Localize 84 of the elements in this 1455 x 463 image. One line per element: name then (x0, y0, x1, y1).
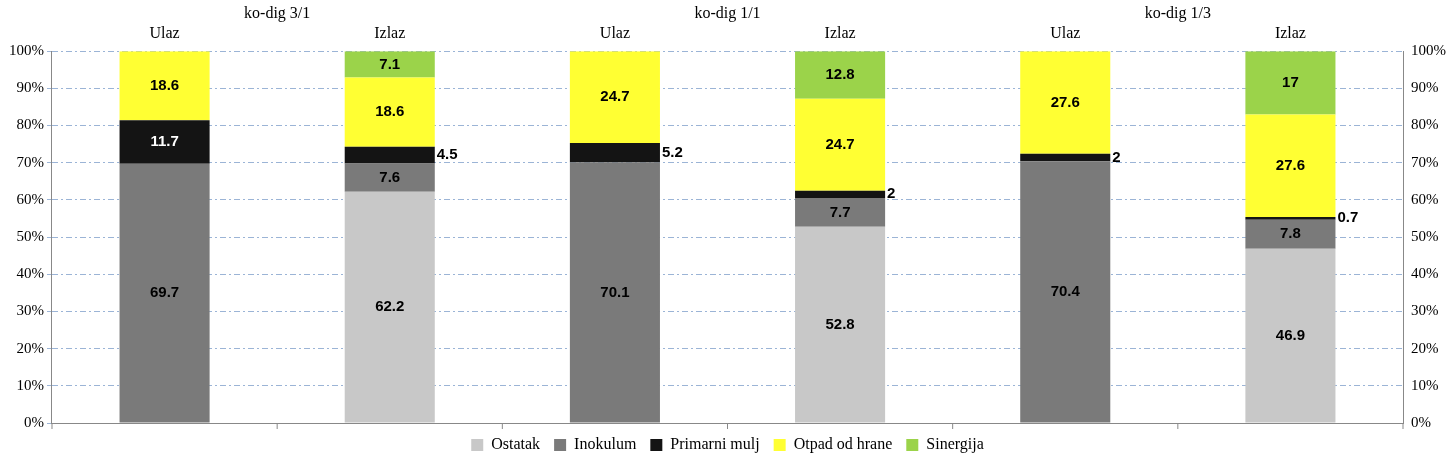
data-label: 27.6 (1050, 92, 1080, 110)
data-label: 70.1 (600, 282, 630, 300)
data-label: 18.6 (375, 102, 405, 120)
data-label: 69.7 (149, 283, 180, 301)
bar (1020, 51, 1111, 154)
y2-tick-label: 10% (1411, 376, 1439, 393)
y-tick-label: 70% (16, 153, 44, 170)
bar (344, 51, 435, 78)
data-label: 27.6 (1275, 155, 1306, 173)
data-label: 7.1 (379, 54, 401, 72)
data-label: 7.8 (1279, 224, 1301, 242)
data-label: 2 (1112, 147, 1121, 165)
bar (1020, 161, 1111, 423)
bar (795, 190, 886, 199)
data-label: 70.4 (1050, 282, 1081, 300)
bar (569, 162, 660, 423)
bar (569, 143, 660, 163)
bar (1245, 217, 1336, 220)
y-tick-label: 100% (9, 42, 44, 59)
bar (795, 198, 886, 227)
legend-label: Primarni mulj (670, 435, 760, 454)
bar (1245, 114, 1336, 218)
bar (795, 51, 886, 99)
bar (1245, 248, 1336, 423)
x-tick-label: Ulaz (599, 23, 631, 41)
y-tick-label: 30% (16, 302, 44, 319)
y-tick-label: 40% (16, 265, 44, 282)
y-tick-label: 0% (24, 413, 44, 430)
data-label: 24.7 (825, 134, 855, 152)
data-label: 12.8 (825, 65, 855, 83)
text: ko-dig 3/1 (244, 4, 311, 23)
y2-tick-label: 40% (1411, 265, 1439, 282)
y2-tick-label: 90% (1411, 79, 1439, 96)
bar (1245, 51, 1336, 115)
y2-tick-label: 70% (1411, 153, 1439, 170)
y-tick-label: 60% (16, 190, 44, 207)
data-label: 4.5 (436, 145, 458, 163)
data-label: 7.6 (379, 167, 401, 185)
data-label: 52.8 (825, 314, 855, 332)
data-label: 11.7 (150, 132, 179, 150)
data-label: 24.7 (600, 87, 630, 105)
y2-tick-label: 30% (1411, 302, 1439, 319)
legend-label: Otpad od hrane (793, 435, 893, 454)
data-label: 0.7 (1337, 208, 1359, 226)
bar (344, 146, 435, 164)
data-label: 62.2 (375, 297, 405, 315)
y2-tick-label: 50% (1411, 228, 1439, 245)
y-tick-label: 10% (16, 376, 44, 393)
legend-label: Inokulum (574, 435, 637, 453)
bar (119, 163, 210, 423)
y2-tick-label: 20% (1411, 339, 1439, 356)
data-label: 2 (887, 184, 896, 202)
bar (795, 226, 886, 423)
y2-tick-label: 60% (1411, 190, 1439, 207)
bar (569, 51, 660, 144)
x-tick-label: Izlaz (374, 23, 406, 41)
data-label: 46.9 (1275, 325, 1306, 343)
y-tick-label: 20% (16, 339, 44, 356)
bar (344, 77, 435, 147)
text: ko-dig 1/3 (1144, 4, 1211, 23)
data-label: 17 (1282, 72, 1299, 90)
x-tick-label: Ulaz (149, 23, 180, 41)
y-tick-label: 80% (16, 116, 44, 133)
bar (119, 51, 210, 121)
y2-tick-label: 100% (1411, 42, 1446, 59)
data-label: 7.7 (829, 202, 851, 220)
bar (795, 98, 886, 191)
data-label: 5.2 (661, 142, 683, 160)
data-label: 18.6 (149, 75, 180, 93)
x-tick-label: Izlaz (1274, 23, 1306, 41)
bar (344, 163, 435, 192)
bar (1020, 153, 1111, 162)
legend-label: Ostatak (491, 435, 541, 453)
y-tick-label: 90% (16, 79, 44, 96)
bar (344, 191, 435, 423)
bar (1245, 219, 1336, 249)
y-tick-label: 50% (16, 228, 44, 245)
x-tick-label: Ulaz (1050, 23, 1081, 41)
x-tick-label: Izlaz (824, 23, 856, 41)
text: ko-dig 1/1 (694, 4, 761, 23)
y2-tick-label: 80% (1411, 116, 1439, 133)
y2-tick-label: 0% (1411, 413, 1431, 430)
bar (119, 120, 210, 164)
legend-label: Sinergija (926, 435, 984, 454)
